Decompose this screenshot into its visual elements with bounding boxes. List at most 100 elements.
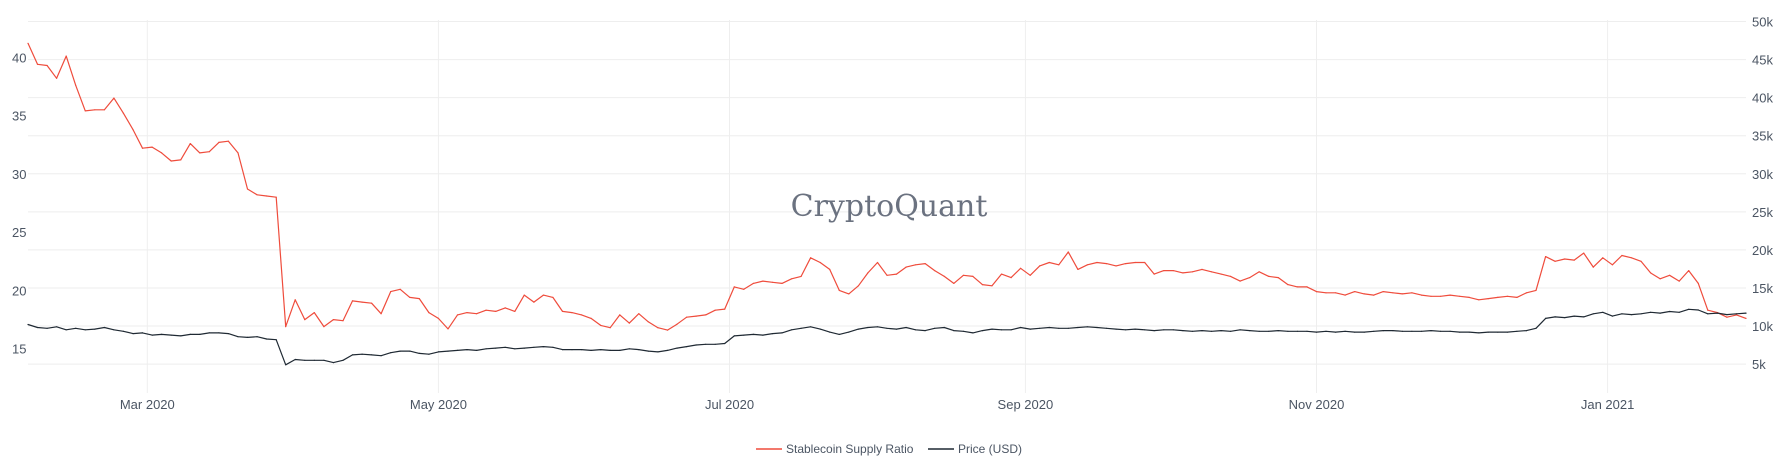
stablecoin-supply-ratio-point	[380, 313, 382, 315]
stablecoin-supply-ratio-point	[1268, 275, 1270, 277]
price-usd-point	[180, 335, 182, 337]
price-usd-point	[447, 350, 449, 352]
price-usd-point	[523, 347, 525, 349]
price-usd-point	[1268, 330, 1270, 332]
legend-item-stablecoin-supply-ratio[interactable]: Stablecoin Supply Ratio	[756, 442, 914, 456]
price-usd-point	[151, 334, 153, 336]
price-usd-point	[1535, 327, 1537, 329]
series-layer	[27, 42, 1747, 366]
stablecoin-supply-ratio-point	[218, 141, 220, 143]
price-usd-point	[1478, 332, 1480, 334]
legend[interactable]: Stablecoin Supply Ratio Price (USD)	[756, 442, 1022, 456]
price-usd-point	[724, 342, 726, 345]
stablecoin-supply-ratio-point	[418, 298, 420, 300]
price-usd-point	[94, 328, 96, 330]
price-usd-point	[476, 349, 478, 351]
price-usd-point	[1382, 330, 1384, 332]
stablecoin-supply-ratio-point	[1392, 292, 1394, 294]
stablecoin-supply-ratio-point	[838, 289, 840, 291]
stablecoin-supply-ratio-point	[705, 314, 707, 316]
price-usd-point	[1210, 330, 1213, 332]
price-usd-point	[485, 348, 487, 350]
stablecoin-supply-ratio-point	[619, 314, 621, 316]
price-usd-point	[1191, 330, 1193, 332]
price-usd-point	[972, 332, 974, 334]
price-usd-point	[504, 346, 506, 348]
price-usd-point	[1735, 313, 1738, 315]
stablecoin-supply-ratio-point	[657, 327, 659, 329]
price-usd-point	[886, 327, 888, 329]
stablecoin-supply-ratio-point	[1650, 272, 1652, 274]
grid	[28, 20, 1746, 393]
price-usd-point	[65, 329, 67, 331]
price-usd-point	[113, 329, 115, 331]
price-usd-point	[695, 344, 697, 346]
price-usd-point	[1697, 309, 1699, 311]
price-usd-point	[514, 348, 516, 350]
stablecoin-supply-ratio-point	[409, 296, 411, 298]
stablecoin-supply-ratio-point	[180, 159, 182, 161]
y-right-tick-label: 40k	[1752, 91, 1773, 106]
price-usd-point	[361, 353, 363, 355]
stablecoin-supply-ratio-point	[323, 326, 325, 328]
x-tick-label: Jan 2021	[1581, 397, 1635, 412]
price-usd-point	[829, 331, 831, 333]
price-usd-point	[1029, 328, 1031, 330]
stablecoin-supply-ratio-point	[953, 282, 955, 284]
stablecoin-supply-ratio-point	[1039, 265, 1041, 267]
x-tick-label: May 2020	[410, 397, 467, 412]
legend-item-price-usd[interactable]: Price (USD)	[928, 442, 1022, 456]
price-usd-point	[285, 364, 287, 366]
stablecoin-supply-ratio-point	[447, 328, 449, 330]
stablecoin-supply-ratio-point	[1306, 286, 1308, 288]
price-usd-point	[867, 326, 869, 329]
stablecoin-supply-ratio-point	[1554, 260, 1556, 262]
stablecoin-supply-ratio-point	[638, 313, 640, 315]
price-usd-point	[237, 336, 239, 338]
price-usd-point	[1220, 330, 1222, 332]
stablecoin-supply-ratio-point	[523, 294, 525, 296]
stablecoin-supply-ratio-point	[762, 280, 764, 282]
stablecoin-supply-ratio-point	[915, 264, 917, 266]
stablecoin-supply-ratio-point	[132, 129, 134, 131]
price-usd-point	[1086, 326, 1088, 328]
price-usd-point	[36, 326, 39, 329]
stablecoin-supply-ratio-point	[1640, 260, 1642, 262]
stablecoin-supply-ratio-point	[943, 275, 945, 277]
stablecoin-supply-ratio-point	[237, 152, 239, 154]
price-usd-point	[1564, 317, 1566, 319]
stablecoin-supply-ratio-point	[227, 140, 229, 142]
price-usd-point	[962, 330, 965, 332]
price-usd-point	[1239, 329, 1241, 331]
price-usd-point	[1583, 316, 1585, 318]
price-usd-point	[1172, 329, 1174, 331]
stablecoin-supply-ratio-point	[581, 314, 583, 316]
price-usd-point	[876, 326, 879, 328]
price-usd-point	[1201, 330, 1203, 332]
price-usd-point	[428, 353, 430, 355]
price-usd-point	[1640, 313, 1642, 315]
stablecoin-supply-ratio-point	[771, 281, 774, 283]
stablecoin-supply-ratio-point	[1125, 263, 1127, 265]
y-left-tick-label: 20	[12, 283, 26, 298]
stablecoin-supply-ratio-point	[122, 112, 124, 114]
stablecoin-supply-ratio-point	[1726, 316, 1728, 318]
price-usd-point	[1392, 330, 1394, 332]
stablecoin-supply-ratio-point	[1354, 291, 1356, 293]
stablecoin-supply-ratio-point	[495, 310, 497, 312]
price-usd-point	[371, 354, 373, 356]
price-usd-point	[848, 331, 850, 333]
stablecoin-supply-ratio-point	[590, 317, 592, 319]
stablecoin-supply-ratio-point	[390, 291, 392, 293]
price-usd-point	[1592, 313, 1594, 315]
price-usd-point	[1487, 331, 1489, 333]
y-right-tick-label: 20k	[1752, 243, 1773, 258]
stablecoin-supply-ratio-point	[829, 268, 831, 270]
stablecoin-supply-ratio-point	[208, 151, 210, 153]
stablecoin-supply-ratio-point	[1000, 273, 1003, 275]
price-usd-line	[27, 308, 1747, 366]
price-usd-point	[1525, 330, 1528, 332]
stablecoin-supply-ratio-point	[189, 143, 191, 145]
price-usd-point	[1669, 310, 1671, 313]
stablecoin-supply-ratio-point	[1669, 274, 1671, 276]
